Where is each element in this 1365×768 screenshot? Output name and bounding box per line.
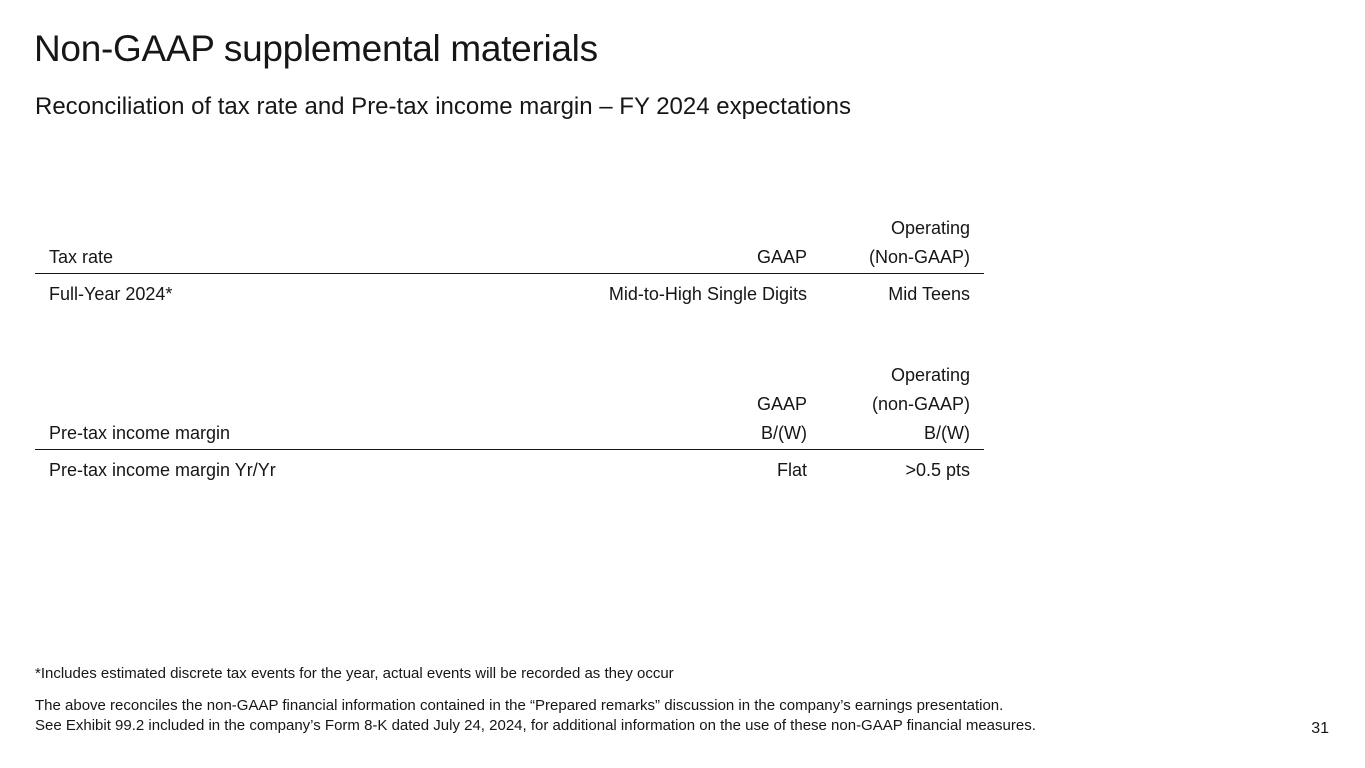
header-gaap: GAAP — [493, 214, 821, 274]
page-number: 31 — [1311, 720, 1329, 737]
page-title: Non-GAAP supplemental materials — [34, 28, 598, 69]
table-row: Full-Year 2024* Mid-to-High Single Digit… — [35, 274, 984, 310]
footnote: *Includes estimated discrete tax events … — [35, 665, 674, 682]
header-operating: Operating (Non-GAAP) — [821, 214, 984, 274]
table-header-row: Pre-tax income margin GAAP B/(W) Operatin… — [35, 361, 984, 450]
operating-value: >0.5 pts — [905, 460, 970, 480]
tax-rate-table: Tax rate GAAP Operating (Non-GAAP) Full-Y… — [35, 214, 984, 309]
header-pretax-margin: Pre-tax income margin — [35, 361, 493, 450]
row-label: Pre-tax income margin Yr/Yr — [49, 460, 276, 480]
header-operating: Operating (non-GAAP) B/(W) — [821, 361, 984, 450]
table-row: Pre-tax income margin Yr/Yr Flat >0.5 pt… — [35, 450, 984, 486]
page-subtitle: Reconciliation of tax rate and Pre-tax i… — [35, 93, 851, 120]
disclaimer-line-1: The above reconciles the non-GAAP financ… — [35, 697, 1004, 714]
operating-value: Mid Teens — [888, 284, 970, 304]
row-label: Full-Year 2024* — [49, 284, 173, 304]
table-header-row: Tax rate GAAP Operating (Non-GAAP) — [35, 214, 984, 274]
pretax-margin-table: Pre-tax income margin GAAP B/(W) Operatin… — [35, 361, 984, 485]
header-gaap: GAAP B/(W) — [493, 361, 821, 450]
disclaimer-line-2: See Exhibit 99.2 included in the company… — [35, 717, 1036, 734]
header-tax-rate: Tax rate — [35, 214, 493, 274]
gaap-value: Flat — [776, 460, 807, 480]
gaap-value: Mid-to-High Single Digits — [608, 284, 807, 304]
